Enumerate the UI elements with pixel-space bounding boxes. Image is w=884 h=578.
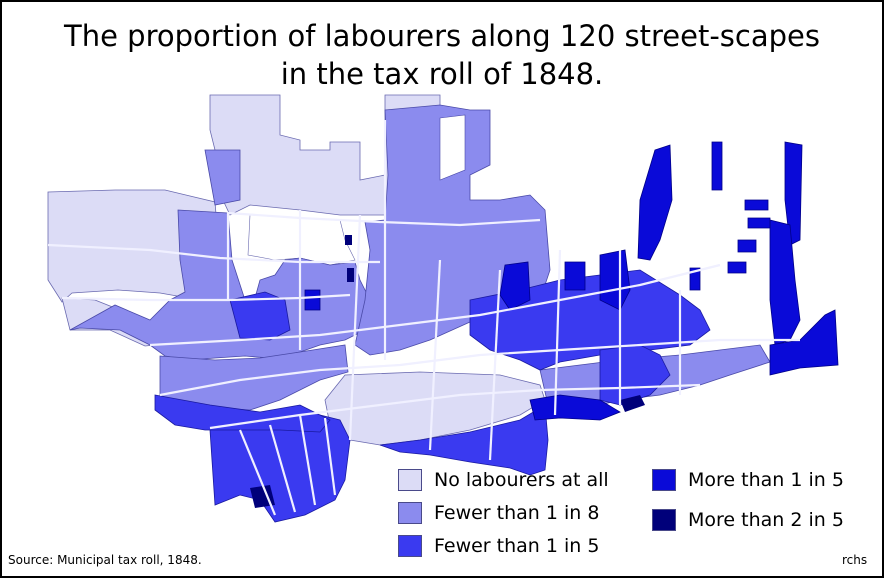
map-block (637, 144, 673, 261)
map-block (347, 268, 354, 282)
map-block (154, 394, 331, 433)
credit-note: rchs (842, 553, 868, 567)
map-block (769, 309, 839, 376)
map-block (737, 239, 757, 253)
map-block (689, 267, 701, 291)
map-block (769, 219, 801, 346)
map-block (711, 141, 723, 191)
map-block (529, 394, 621, 421)
map-block (69, 209, 371, 361)
map-block (747, 217, 771, 229)
legend-swatch (652, 509, 676, 531)
source-note: Source: Municipal tax roll, 1848. (8, 553, 202, 567)
legend-swatch (398, 535, 422, 557)
map-block (209, 94, 441, 216)
map-block (439, 114, 466, 181)
map-title-line2: in the tax roll of 1848. (280, 57, 604, 91)
map-block (204, 149, 241, 206)
map-block (247, 214, 356, 266)
map-block (744, 199, 769, 211)
legend-item-more-1-in-5: More than 1 in 5 (652, 469, 844, 491)
map-block (620, 395, 645, 412)
district-more-than-1-in-5 (304, 141, 839, 421)
legend-swatch (398, 502, 422, 524)
map-title-line1: The proportion of labourers along 120 st… (64, 19, 820, 53)
map-block (379, 404, 549, 476)
legend-label: Fewer than 1 in 8 (434, 502, 600, 524)
street-grid (47, 120, 800, 516)
map-block (727, 261, 747, 274)
legend-item-none: No labourers at all (398, 469, 609, 491)
map-block (345, 235, 352, 245)
legend-label: More than 2 in 5 (688, 509, 844, 531)
map-block (599, 344, 671, 406)
legend-swatch (652, 469, 676, 491)
map-block (784, 141, 803, 246)
legend-swatch (398, 469, 422, 491)
map-block (499, 261, 531, 311)
map-block (304, 289, 321, 311)
legend-item-more-2-in-5: More than 2 in 5 (652, 509, 844, 531)
legend-label: Fewer than 1 in 5 (434, 535, 600, 557)
legend-label: No labourers at all (434, 469, 609, 491)
map-block (564, 261, 586, 291)
legend-item-fewer-1-in-5: Fewer than 1 in 5 (398, 535, 599, 557)
legend-label: More than 1 in 5 (688, 469, 844, 491)
map-block (229, 291, 291, 341)
legend-item-fewer-1-in-8: Fewer than 1 in 8 (398, 502, 599, 524)
